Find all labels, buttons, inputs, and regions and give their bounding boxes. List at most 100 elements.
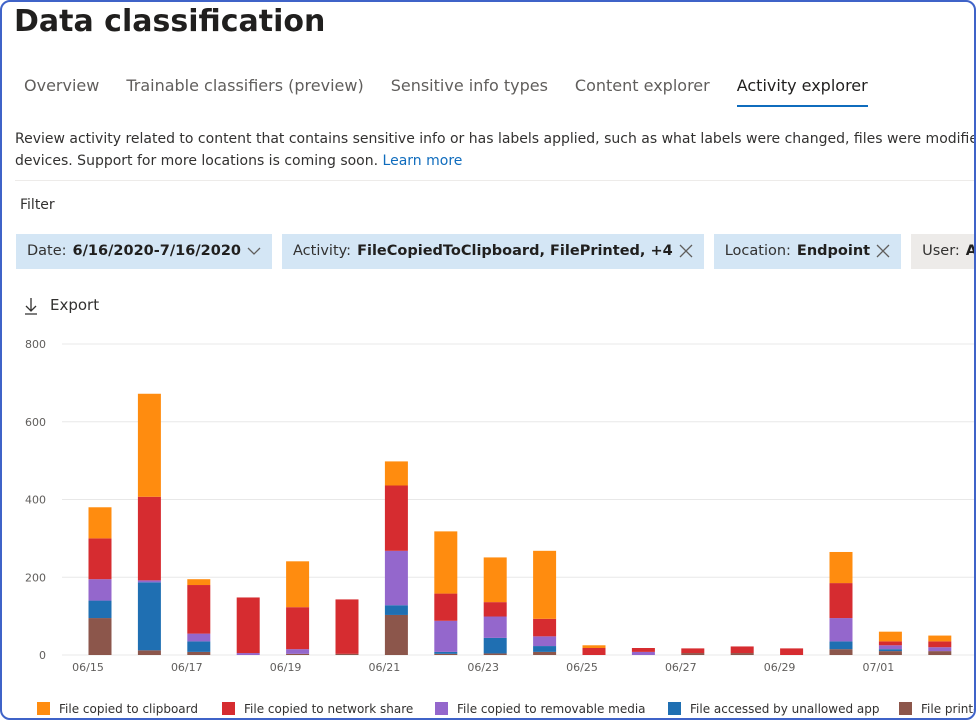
remove-icon xyxy=(679,244,693,258)
bar-segment xyxy=(384,614,408,655)
filter-pill[interactable]: Date: 6/16/2020-7/16/2020 xyxy=(16,234,272,269)
icon-path xyxy=(247,247,261,255)
x-tick-label: 06/29 xyxy=(764,661,796,674)
bar-segment xyxy=(582,645,606,649)
bar-segment xyxy=(878,649,902,652)
description: Review activity related to content that … xyxy=(15,128,975,172)
legend-swatch xyxy=(37,702,50,715)
bar-segment xyxy=(384,550,408,606)
bar-segment xyxy=(681,653,705,655)
page-title: Data classification xyxy=(14,4,326,39)
bar-segment xyxy=(434,653,458,655)
bar-segment xyxy=(928,647,952,652)
legend-swatch xyxy=(222,702,235,715)
filter-pill[interactable]: User: Any xyxy=(911,234,976,269)
legend-swatch xyxy=(899,702,912,715)
bar-segment xyxy=(286,607,310,650)
bar-segment xyxy=(928,651,952,655)
legend-swatch xyxy=(668,702,681,715)
y-tick-label: 800 xyxy=(25,338,46,351)
bar-segment xyxy=(236,653,260,655)
x-tick-label: 06/15 xyxy=(72,661,104,674)
bar-segment xyxy=(187,579,211,586)
bar-segment xyxy=(335,653,359,655)
bar-segment xyxy=(533,646,557,652)
export-button[interactable]: Export xyxy=(24,296,99,316)
bar-segment xyxy=(137,582,161,651)
bar-segment xyxy=(137,580,161,583)
bar-segment xyxy=(434,531,458,594)
bar-segment xyxy=(483,602,507,617)
bar-segment xyxy=(187,633,211,642)
filter-key: User: xyxy=(922,243,960,259)
filter-key: Date: xyxy=(27,243,67,259)
filter-value: 6/16/2020-7/16/2020 xyxy=(72,243,241,259)
icon-path xyxy=(679,244,693,258)
tab[interactable]: Activity explorer xyxy=(736,76,868,107)
y-tick-label: 600 xyxy=(25,416,46,429)
filter-value: Any xyxy=(965,243,976,259)
bar-segment xyxy=(187,651,211,655)
filter-bar: Date: 6/16/2020-7/16/2020 Activity: FileCop… xyxy=(16,234,976,269)
bar-segment xyxy=(681,648,705,654)
bar-segment xyxy=(878,631,902,642)
y-tick-label: 400 xyxy=(25,494,46,507)
description-text: devices. Support for more locations is c… xyxy=(15,153,379,169)
legend-label: File printed xyxy=(921,702,974,716)
bar-segment xyxy=(88,618,112,655)
bar-segment xyxy=(730,646,754,654)
chevron-icon xyxy=(247,247,261,255)
bar-segment xyxy=(88,538,112,580)
bar-segment xyxy=(88,600,112,619)
description-line: devices. Support for more locations is c… xyxy=(15,150,974,172)
bar-segment xyxy=(730,653,754,655)
bar-segment xyxy=(533,618,557,637)
filter-pill[interactable]: Activity: FileCopiedToClipboard, FilePrin… xyxy=(282,234,704,269)
filter-pill[interactable]: Location: Endpoint xyxy=(713,234,902,269)
bar-segment xyxy=(533,636,557,647)
icon-path xyxy=(876,244,890,258)
legend-label: File copied to removable media xyxy=(457,702,646,716)
y-tick-label: 200 xyxy=(25,571,46,584)
bar-segment xyxy=(533,651,557,655)
bar-segment xyxy=(434,620,458,652)
tab[interactable]: Overview xyxy=(24,76,100,95)
tab[interactable]: Content explorer xyxy=(574,76,710,95)
tab[interactable]: Sensitive info types xyxy=(390,76,548,95)
bar-segment xyxy=(533,550,557,619)
bar-segment xyxy=(483,616,507,638)
bar-segment xyxy=(384,461,408,486)
bar-segment xyxy=(384,485,408,551)
x-tick-label: 06/21 xyxy=(369,661,401,674)
y-tick-label: 0 xyxy=(39,649,46,662)
x-tick-label: 07/01 xyxy=(863,661,895,674)
tab[interactable]: Trainable classifiers (preview) xyxy=(126,76,364,95)
bar-segment xyxy=(137,393,161,497)
description-line: Review activity related to content that … xyxy=(15,131,975,147)
export-icon xyxy=(25,298,37,315)
bar-segment xyxy=(631,651,655,655)
bar-segment xyxy=(88,579,112,601)
bar-segment xyxy=(878,651,902,655)
bar-segment xyxy=(483,653,507,655)
bar-segment xyxy=(335,599,359,654)
legend-label: File copied to clipboard xyxy=(59,702,198,716)
bar-segment xyxy=(829,583,853,619)
bar-segment xyxy=(483,637,507,654)
x-tick-label: 06/23 xyxy=(467,661,499,674)
filter-label: Filter xyxy=(20,197,55,213)
filter-value: FileCopiedToClipboard, FilePrinted, +4 xyxy=(357,243,673,259)
x-tick-label: 06/25 xyxy=(566,661,598,674)
learn-more-link[interactable]: Learn more xyxy=(382,153,463,169)
x-tick-label: 06/17 xyxy=(171,661,203,674)
bar-segment xyxy=(137,650,161,655)
separator xyxy=(15,180,974,181)
bar-segment xyxy=(483,557,507,603)
bar-segment xyxy=(286,653,310,655)
bar-segment xyxy=(236,597,260,654)
legend-label: File accessed by unallowed app xyxy=(690,702,879,716)
bar-segment xyxy=(928,641,952,648)
export-label: Export xyxy=(50,296,100,314)
